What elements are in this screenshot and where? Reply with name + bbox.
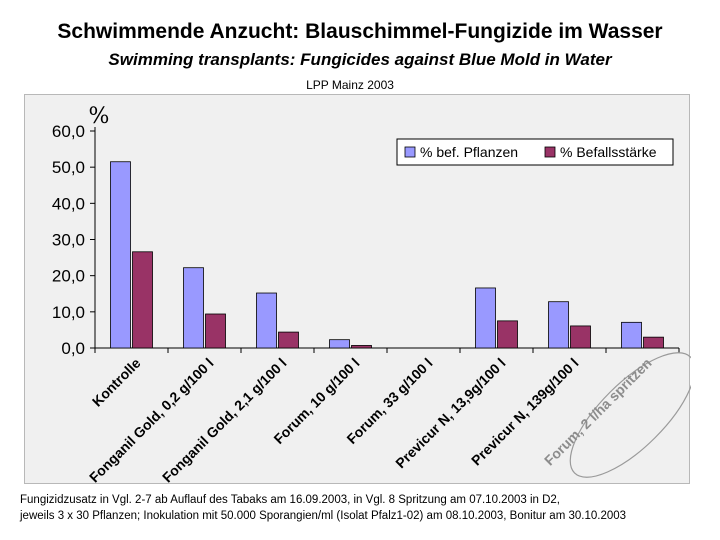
bar-befallene-pflanzen <box>256 292 277 349</box>
y-tick-label: 30,0 <box>52 231 85 250</box>
footnote-line-2: jeweils 3 x 30 Pflanzen; Inokulation mit… <box>20 510 627 522</box>
y-tick-label: 0,0 <box>61 339 85 358</box>
legend-label: % bef. Pflanzen <box>420 144 518 160</box>
legend-label: % Befallsstärke <box>560 144 657 160</box>
x-tick-label: Kontrolle <box>89 355 144 410</box>
bar-befallsstaerke <box>497 320 518 349</box>
bar-befallsstaerke <box>351 345 372 349</box>
bar-befallene-pflanzen <box>621 321 642 349</box>
footnote: Fungizidzusatz in Vgl. 2-7 ab Auflauf de… <box>20 492 710 524</box>
y-tick-label: 50,0 <box>52 158 85 177</box>
y-tick-label: 60,0 <box>52 122 85 141</box>
legend-swatch <box>544 146 556 158</box>
chart-title: Schwimmende Anzucht: Blauschimmel-Fungiz… <box>57 20 663 43</box>
bar-befallene-pflanzen <box>183 267 204 349</box>
bar-befallene-pflanzen <box>110 161 131 349</box>
y-tick-label: 10,0 <box>52 303 85 322</box>
y-tick-label: 20,0 <box>52 267 85 286</box>
bar-befallene-pflanzen <box>548 301 569 349</box>
bar-befallsstaerke <box>132 251 153 349</box>
legend-box <box>396 138 674 166</box>
source-label: LPP Mainz 2003 <box>306 78 394 92</box>
bar-befallene-pflanzen <box>329 339 350 349</box>
bar-chart: %0,010,020,030,040,050,060,0KontrolleFon… <box>52 104 691 485</box>
footnote-line-1: Fungizidzusatz in Vgl. 2-7 ab Auflauf de… <box>20 494 560 506</box>
highlight-ellipse <box>569 352 691 478</box>
bar-befallsstaerke <box>570 325 591 349</box>
chart-area: % 0,0 10,0 20,0 30,0 40,0 50,0 60,0 Kontrolle Fon… <box>24 94 691 485</box>
legend-swatch <box>404 146 416 158</box>
bar-befallsstaerke <box>278 331 299 349</box>
x-tick-label: Fonganil Gold, 0,2 g/100 l <box>86 355 217 485</box>
bar-befallsstaerke <box>643 336 664 349</box>
chart-subtitle: Swimming transplants: Fungicides against… <box>108 50 612 69</box>
bar-befallene-pflanzen <box>475 287 496 349</box>
y-tick-label: 40,0 <box>52 194 85 213</box>
x-tick-label: Fonganil Gold, 2,1 g/100 l <box>159 355 290 485</box>
bar-befallsstaerke <box>205 313 226 349</box>
y-axis-label: % <box>89 104 110 129</box>
